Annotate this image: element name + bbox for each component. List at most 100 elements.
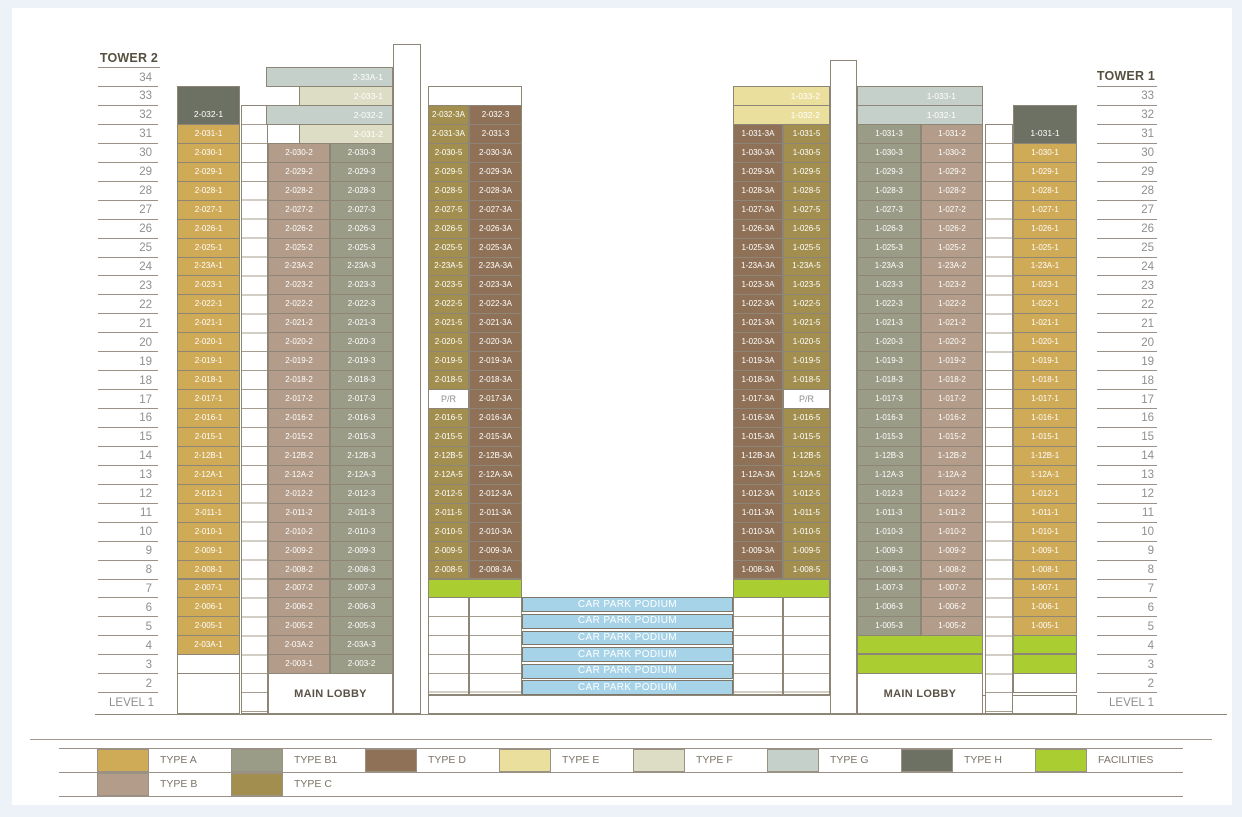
unit-cell: 2-020-1	[177, 332, 240, 353]
unit-cell: 1-030-2	[921, 142, 983, 163]
floor-divider	[98, 123, 158, 125]
unit-cell: 2-016-3	[330, 408, 393, 428]
unit-cell: 1-12A-5	[783, 464, 830, 485]
legend-label: TYPE B1	[294, 754, 338, 767]
floor-label: 5	[1147, 620, 1154, 633]
unit-cell: 1-008-3	[857, 559, 921, 580]
unit-cell: 2-019-3	[330, 351, 393, 372]
unit-cell: 1-23A-3A	[733, 256, 783, 277]
floor-divider	[1097, 502, 1157, 504]
floor-label: 26	[1141, 223, 1154, 236]
floor-divider	[98, 142, 158, 144]
unit-cell: 2-008-3A	[469, 559, 522, 580]
unit-cell: 2-027-3	[330, 199, 393, 220]
unit-cell: 2-025-1	[177, 237, 240, 258]
unit-cell: 2-03A-1	[177, 635, 240, 656]
floor-divider	[98, 464, 158, 466]
unit-cell: 1-23A-3	[857, 256, 921, 277]
unit-cell: 2-012-3	[330, 483, 393, 504]
floor-label: 14	[139, 450, 152, 463]
unit-cell: 2-12A-5	[428, 464, 469, 485]
floor-label: LEVEL 1	[1109, 696, 1154, 709]
floor-divider	[1097, 540, 1157, 542]
unit-cell: 2-015-5	[428, 426, 469, 447]
unit-cell: 2-016-1	[177, 408, 240, 428]
unit-cell: 1-009-3A	[733, 540, 783, 561]
podium-side-box	[733, 597, 783, 695]
unit-cell: 1-027-5	[783, 199, 830, 220]
unit-cell: 1-026-3	[857, 218, 921, 239]
unit-cell: 2-010-1	[177, 521, 240, 542]
floor-divider	[98, 161, 158, 163]
unit-cell: 2-006-3	[330, 597, 393, 618]
unit-cell: 2-027-1	[177, 199, 240, 220]
unit-cell: 1-021-5	[783, 313, 830, 334]
floor-label: 27	[139, 204, 152, 217]
floor-divider	[1097, 256, 1157, 258]
unit-cell: 1-031-3	[857, 123, 921, 144]
unit-cell: 2-021-3	[330, 313, 393, 334]
unit-cell: 2-010-5	[428, 521, 469, 542]
legend-label: FACILITIES	[1098, 754, 1154, 767]
unit-cell: 1-028-5	[783, 180, 830, 201]
unit-cell: 2-028-1	[177, 180, 240, 201]
legend-label: TYPE F	[696, 754, 733, 767]
unit-cell: 2-017-2	[268, 389, 330, 410]
floor-divider	[1097, 464, 1157, 466]
floor-label: 13	[1141, 469, 1154, 482]
unit-cell: 2-009-5	[428, 540, 469, 561]
unit-cell: 2-015-1	[177, 426, 240, 447]
floor-divider	[98, 256, 158, 258]
unit-cell: 1-011-2	[921, 502, 983, 523]
floor-divider	[1097, 445, 1157, 447]
unit-cell: 2-010-3A	[469, 521, 522, 542]
unit-cell: 2-006-2	[268, 597, 330, 618]
unit-cell: 1-015-3	[857, 426, 921, 447]
unit-cell: 2-031-3A	[428, 123, 469, 144]
unit-cell: 2-009-3A	[469, 540, 522, 561]
unit-cell: 1-018-5	[783, 370, 830, 391]
unit-cell: 1-018-3A	[733, 370, 783, 391]
unit-cell: 2-12B-2	[268, 445, 330, 466]
unit-cell: 1-023-2	[921, 275, 983, 296]
unit-cell: 2-008-5	[428, 559, 469, 580]
unit-cell: 1-020-3A	[733, 332, 783, 353]
unit-cell: 2-003-2	[330, 654, 393, 675]
unit-cell: 1-022-2	[921, 294, 983, 315]
floor-label: 6	[1147, 601, 1154, 614]
floor-label: 15	[139, 431, 152, 444]
empty-floor-box	[177, 654, 240, 675]
floor-divider	[98, 673, 158, 675]
unit-cell: 2-016-2	[268, 408, 330, 428]
unit-cell: 1-023-5	[783, 275, 830, 296]
unit-cell: 2-010-3	[330, 521, 393, 542]
unit-cell: 1-032-2	[733, 105, 830, 125]
floor-label: 23	[1141, 279, 1154, 292]
unit-cell: 2-019-1	[177, 351, 240, 372]
unit-cell: 1-022-5	[783, 294, 830, 315]
unit-cell: 1-12A-3A	[733, 464, 783, 485]
car-park-row: CAR PARK PODIUM	[522, 630, 733, 646]
unit-cell: 2-022-5	[428, 294, 469, 315]
unit-cell: 2-005-2	[268, 616, 330, 637]
unit-cell: 2-011-3	[330, 502, 393, 523]
unit-cell: 2-015-3	[330, 426, 393, 447]
floor-label: 22	[139, 298, 152, 311]
unit-cell: 2-12A-3A	[469, 464, 522, 485]
unit-cell: 2-019-5	[428, 351, 469, 372]
unit-cell: 2-032-2	[266, 105, 393, 125]
floor-divider	[1097, 85, 1157, 88]
unit-cell: 2-028-3A	[469, 180, 522, 201]
legend-swatch	[767, 748, 819, 773]
floor-label: 9	[145, 545, 152, 558]
floor-divider	[1097, 389, 1157, 391]
unit-cell: 1-027-1	[1013, 199, 1077, 220]
floor-divider	[1097, 332, 1157, 334]
unit-cell: 2-012-5	[428, 483, 469, 504]
unit-cell: 1-030-1	[1013, 142, 1077, 163]
unit-cell: 2-022-3	[330, 294, 393, 315]
floor-label: 8	[145, 563, 152, 576]
floor-label: 26	[139, 223, 152, 236]
unit-cell: 1-015-2	[921, 426, 983, 447]
unit-cell: 1-023-3	[857, 275, 921, 296]
